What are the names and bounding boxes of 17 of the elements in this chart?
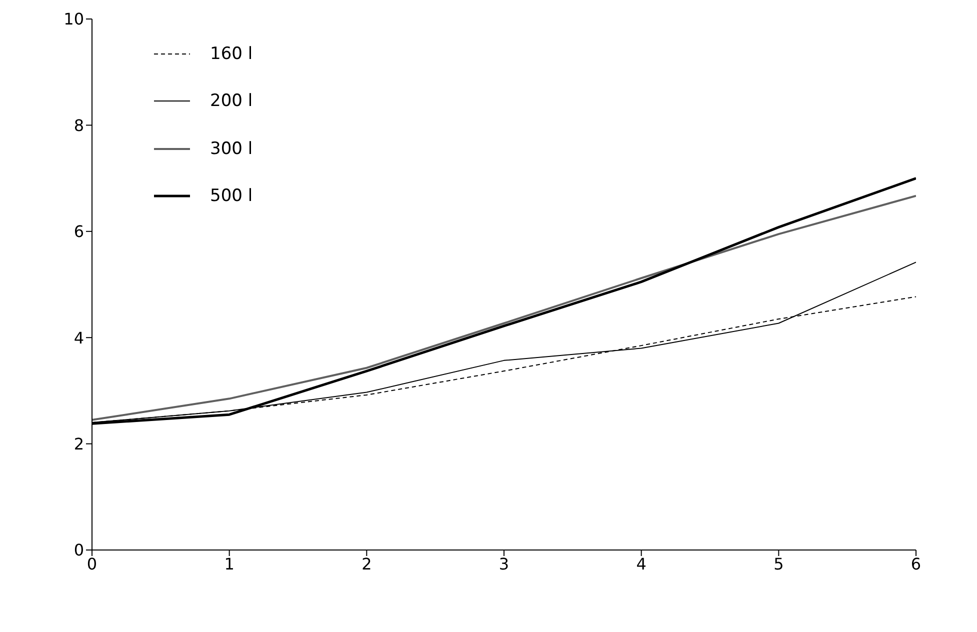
- y-tick-label: 6: [74, 222, 84, 242]
- legend-label: 200 l: [210, 91, 253, 112]
- legend-label: 500 l: [210, 186, 253, 206]
- x-tick-label: 3: [498, 554, 510, 574]
- x-tick-label: 2: [362, 554, 372, 574]
- x-tick-label: 4: [636, 554, 646, 574]
- y-tick-label: 8: [74, 116, 84, 135]
- y-tick-label: 10: [64, 10, 84, 29]
- x-tick-label: 1: [224, 554, 234, 574]
- y-tick-label: 4: [74, 328, 84, 348]
- legend-label: 160 l: [210, 44, 253, 64]
- x-tick-label: 0: [86, 554, 98, 574]
- x-tick-label: 5: [774, 554, 784, 574]
- y-tick-label: 2: [74, 434, 84, 454]
- legend-label: 300 l: [210, 138, 253, 159]
- y-tick-label: 0: [74, 540, 84, 560]
- x-tick-label: 6: [910, 554, 922, 574]
